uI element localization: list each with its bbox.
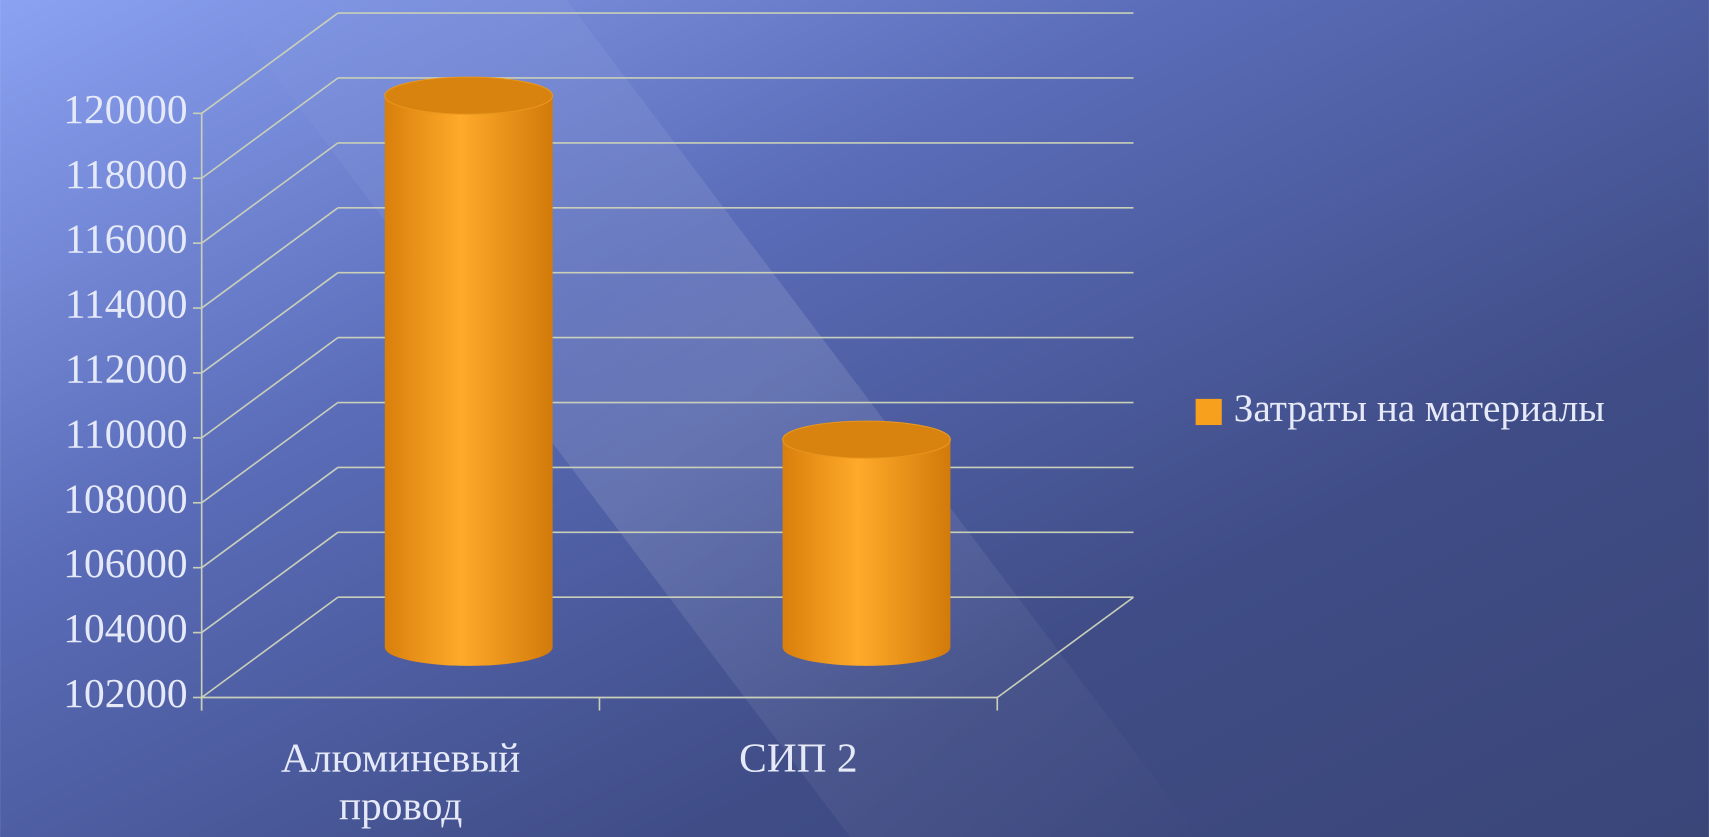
- bar: [782, 420, 951, 666]
- x-tick-label-box: СИП 2: [739, 735, 858, 782]
- grid-line: [201, 336, 339, 439]
- grid-line: [201, 272, 339, 374]
- bar-body: [384, 95, 553, 666]
- y-tick-label: 110000: [65, 410, 188, 456]
- x-tick-label: Алюминевый провод: [280, 735, 521, 830]
- grid-line: [201, 466, 339, 569]
- bar-top: [384, 76, 554, 115]
- bar-top: [782, 420, 951, 459]
- grid-line: [201, 401, 339, 504]
- y-tick-label: 118000: [65, 151, 188, 197]
- legend-swatch: [1195, 398, 1222, 426]
- grid-line: [201, 596, 339, 699]
- floor-edge: [996, 596, 1134, 699]
- grid-line: [201, 207, 339, 309]
- grid-line: [201, 142, 339, 244]
- grid-line: [201, 12, 339, 115]
- x-tick-label: СИП 2: [739, 735, 858, 782]
- y-tick-label: 104000: [63, 605, 187, 651]
- y-tick-label: 112000: [65, 345, 188, 391]
- y-tick-label: 102000: [63, 670, 187, 716]
- y-tick-label: 108000: [63, 475, 187, 521]
- plot-area: 102000 104000 106000 108000 110000 112000 1140…: [63, 12, 1605, 830]
- grid-line: [201, 77, 339, 179]
- y-tick-label: 106000: [63, 540, 187, 586]
- x-tick-label-box: Алюминевый провод: [280, 735, 521, 830]
- bar: [384, 76, 554, 666]
- y-tick-label: 114000: [65, 281, 188, 327]
- legend-label: Затраты на материалы: [1234, 387, 1605, 430]
- y-tick-label: 116000: [65, 216, 188, 262]
- bar-body: [782, 439, 951, 666]
- y-tick-label: 120000: [63, 86, 187, 132]
- grid-line: [201, 531, 339, 634]
